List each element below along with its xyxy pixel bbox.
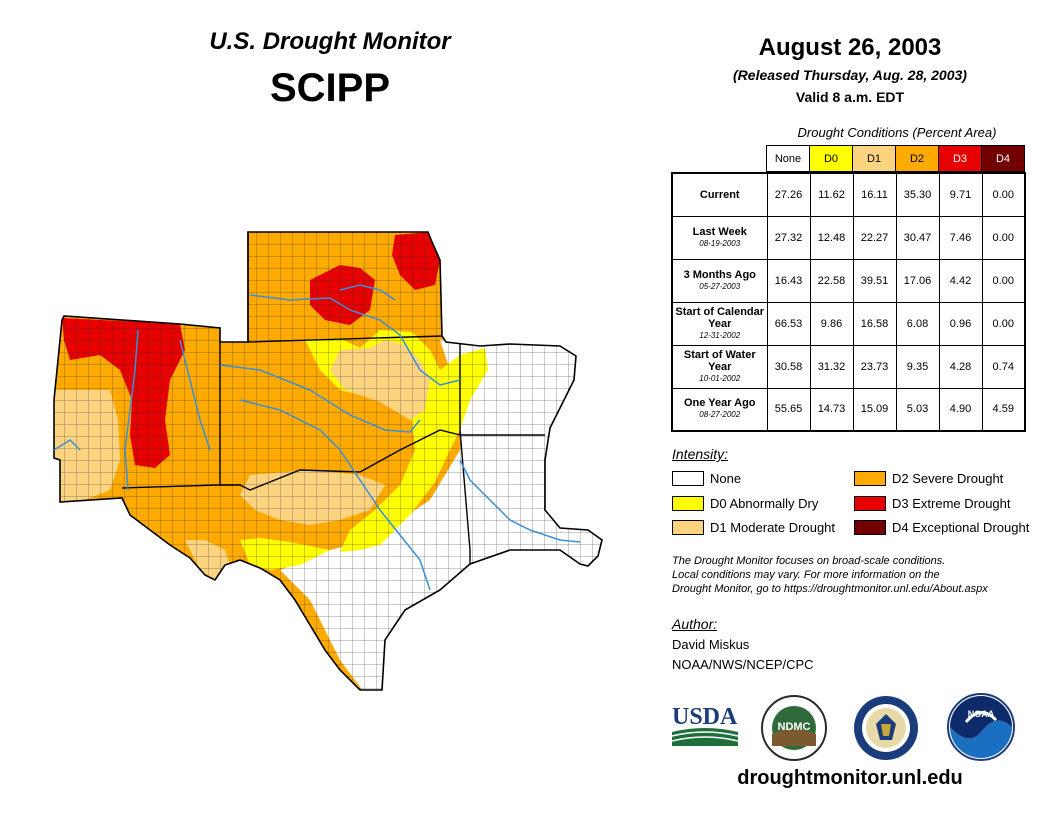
legend-swatch xyxy=(854,496,886,511)
region-border xyxy=(53,231,603,691)
table-cell: 4.59 xyxy=(981,387,1026,432)
table-cell: 16.58 xyxy=(852,301,897,346)
table-cell: 23.73 xyxy=(852,344,897,389)
col-d1: D1 xyxy=(852,145,896,172)
table-cell: 9.71 xyxy=(938,172,983,217)
row-label: Last Week 08-19-2003 xyxy=(671,215,768,260)
table-row: Start of Calendar Year 12-31-2002 66.53 9.8… xyxy=(671,301,1026,346)
legend-swatch xyxy=(854,471,886,486)
table-row: One Year Ago 08-27-2002 55.65 14.73 15.09 5.0… xyxy=(671,387,1026,432)
table-cell: 17.06 xyxy=(895,258,940,303)
table-cell: 0.74 xyxy=(981,344,1026,389)
table-cell: 30.58 xyxy=(766,344,811,389)
row-label: Current xyxy=(671,172,768,217)
rivers xyxy=(53,284,581,591)
table-cell: 0.00 xyxy=(981,172,1026,217)
release-date: (Released Thursday, Aug. 28, 2003) xyxy=(733,67,967,83)
row-date: 08-27-2002 xyxy=(699,410,741,420)
table-cell: 39.51 xyxy=(852,258,897,303)
website-url[interactable]: droughtmonitor.unl.edu xyxy=(737,767,963,789)
table-row: Start of Water Year 10-01-2002 30.58 31.32 2… xyxy=(671,344,1026,389)
author-title: Author: xyxy=(672,616,718,632)
col-d3: D3 xyxy=(938,145,982,172)
table-cell: 12.48 xyxy=(809,215,854,260)
table-row: Current 27.26 11.62 16.11 35.30 9.71 0.00 xyxy=(671,172,1026,217)
table-cell: 31.32 xyxy=(809,344,854,389)
map-date: August 26, 2003 xyxy=(758,34,942,61)
author-name: David Miskus xyxy=(672,637,750,652)
svg-text:USDA: USDA xyxy=(672,704,738,730)
commerce-seal xyxy=(854,696,918,760)
col-d0: D0 xyxy=(809,145,853,172)
row-date: 08-19-2003 xyxy=(699,238,741,248)
table-cell: 9.35 xyxy=(895,344,940,389)
row-label: 3 Months Ago 05-27-2003 xyxy=(671,258,768,303)
svg-text:NOAA: NOAA xyxy=(968,709,995,719)
table-cell: 4.28 xyxy=(938,344,983,389)
row-date: 12-31-2002 xyxy=(699,330,741,340)
drought-table: Current 27.26 11.62 16.11 35.30 9.71 0.00 Last … xyxy=(671,172,1026,432)
table-caption: Drought Conditions (Percent Area) xyxy=(797,125,997,140)
author-org: NOAA/NWS/NCEP/CPC xyxy=(672,657,814,672)
table-cell: 6.08 xyxy=(895,301,940,346)
kansas-border xyxy=(247,232,443,343)
table-cell: 30.47 xyxy=(895,215,940,260)
about-link[interactable]: Drought Monitor, go to https://droughtmo… xyxy=(672,583,988,595)
row-date: 05-27-2003 xyxy=(699,281,741,291)
legend-title: Intensity: xyxy=(672,446,729,462)
table-cell: 9.86 xyxy=(809,301,854,346)
valid-time: Valid 8 a.m. EDT xyxy=(795,89,905,105)
map-title: U.S. Drought Monitor xyxy=(209,28,451,55)
legend-swatch xyxy=(672,520,704,535)
disclaimer-note: The Drought Monitor focuses on broad-sca… xyxy=(672,554,1042,596)
row-label: Start of Water Year 10-01-2002 xyxy=(671,344,768,389)
table-cell: 66.53 xyxy=(766,301,811,346)
row-label: One Year Ago 08-27-2002 xyxy=(671,387,768,432)
table-row: 3 Months Ago 05-27-2003 16.43 22.58 39.51 17.… xyxy=(671,258,1026,303)
table-cell: 35.30 xyxy=(895,172,940,217)
table-cell: 14.73 xyxy=(809,387,854,432)
row-date: 10-01-2002 xyxy=(699,373,741,383)
table-cell: 0.00 xyxy=(981,301,1026,346)
table-cell: 0.00 xyxy=(981,258,1026,303)
table-cell: 55.65 xyxy=(766,387,811,432)
arkansas-louisiana-border xyxy=(459,344,471,564)
texas-oklahoma-border xyxy=(121,342,461,491)
table-cell: 27.26 xyxy=(766,172,811,217)
col-none: None xyxy=(766,145,810,172)
county-lines xyxy=(54,232,602,690)
table-cell: 27.32 xyxy=(766,215,811,260)
table-cell: 22.58 xyxy=(809,258,854,303)
table-cell: 4.42 xyxy=(938,258,983,303)
table-cell: 16.11 xyxy=(852,172,897,217)
table-cell: 5.03 xyxy=(895,387,940,432)
table-cell: 16.43 xyxy=(766,258,811,303)
table-row: Last Week 08-19-2003 27.32 12.48 22.27 30.47 7… xyxy=(671,215,1026,260)
legend-swatch xyxy=(854,520,886,535)
table-header: None D0 D1 D2 D3 D4 xyxy=(766,145,1025,172)
drought-map xyxy=(53,231,603,691)
ndmc-logo: NDMC xyxy=(761,695,827,761)
table-cell: 22.27 xyxy=(852,215,897,260)
legend-swatch xyxy=(672,496,704,511)
noaa-logo: NOAA xyxy=(947,693,1015,761)
region-name: SCIPP xyxy=(269,66,391,110)
usda-logo: USDA xyxy=(671,704,739,746)
table-cell: 0.00 xyxy=(981,215,1026,260)
table-cell: 4.90 xyxy=(938,387,983,432)
table-cell: 11.62 xyxy=(809,172,854,217)
row-label: Start of Calendar Year 12-31-2002 xyxy=(671,301,768,346)
col-d2: D2 xyxy=(895,145,939,172)
col-d4: D4 xyxy=(981,145,1025,172)
table-cell: 0.96 xyxy=(938,301,983,346)
legend-swatch xyxy=(672,471,704,486)
svg-text:NDMC: NDMC xyxy=(778,721,811,733)
table-cell: 15.09 xyxy=(852,387,897,432)
table-cell: 7.46 xyxy=(938,215,983,260)
